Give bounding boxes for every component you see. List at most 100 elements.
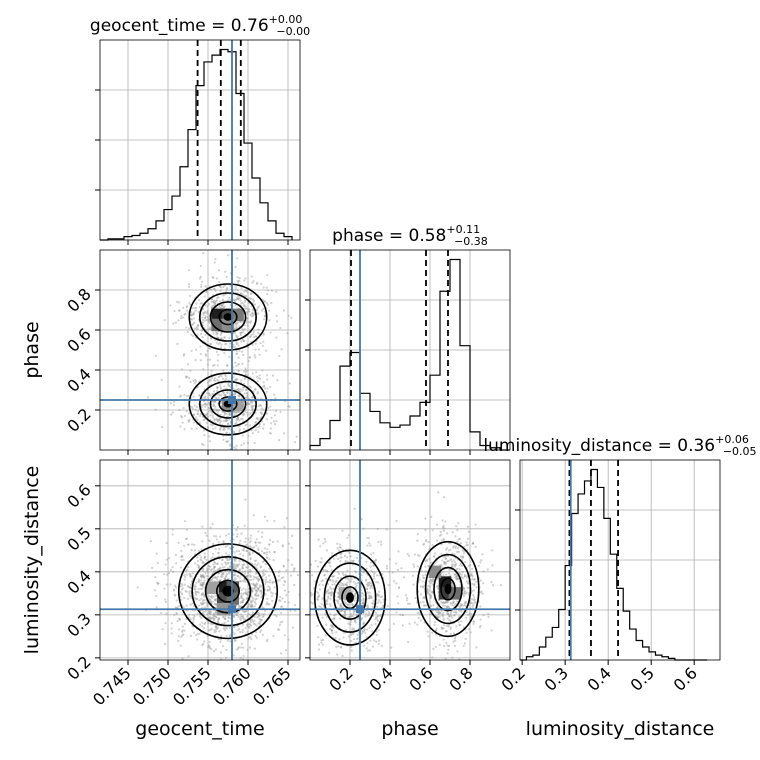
sample-point	[203, 640, 206, 643]
sample-point	[437, 611, 440, 614]
sample-point	[421, 585, 425, 588]
sample-point	[442, 573, 445, 577]
sample-point	[207, 622, 210, 625]
sample-point	[250, 587, 253, 590]
sample-point	[453, 637, 457, 640]
sample-point	[218, 567, 222, 570]
sample-point	[208, 326, 212, 329]
sample-point	[256, 616, 259, 619]
sample-point	[209, 595, 212, 599]
sample-point	[211, 427, 215, 431]
sample-point	[252, 333, 255, 336]
sample-point	[241, 658, 245, 660]
sample-point	[255, 544, 258, 547]
sample-point	[341, 529, 344, 532]
sample-point	[213, 404, 216, 407]
sample-point	[365, 628, 369, 631]
sample-point	[242, 386, 246, 389]
sample-point	[427, 635, 430, 638]
sample-point	[187, 285, 191, 288]
sample-point	[222, 627, 225, 630]
sample-point	[262, 385, 266, 388]
sample-point	[252, 330, 255, 333]
sample-point	[226, 415, 230, 418]
sample-point	[257, 594, 260, 597]
sample-point	[454, 639, 457, 642]
sample-point	[426, 584, 430, 588]
sample-point	[182, 558, 185, 562]
sample-point	[235, 349, 238, 353]
sample-point	[172, 400, 176, 404]
sample-point	[187, 269, 191, 272]
sample-point	[250, 590, 254, 593]
sample-point	[335, 646, 338, 649]
sample-point	[418, 578, 421, 581]
sample-point	[202, 252, 205, 255]
sample-point	[408, 602, 411, 605]
sample-point	[189, 313, 193, 317]
sample-point	[227, 619, 230, 623]
sample-point	[329, 592, 332, 595]
sample-point	[252, 300, 255, 303]
sample-point	[261, 615, 264, 618]
sample-point	[345, 603, 348, 606]
sample-point	[275, 314, 278, 317]
sample-point	[261, 413, 264, 416]
sample-point	[406, 553, 409, 556]
sample-point	[229, 298, 232, 302]
sample-point	[233, 639, 236, 642]
sample-point	[250, 600, 253, 604]
sample-point	[350, 615, 353, 618]
sample-point	[215, 331, 218, 334]
sample-point	[463, 573, 467, 576]
sample-point	[344, 577, 348, 580]
sample-point	[311, 574, 314, 577]
sample-point	[209, 613, 212, 616]
sample-point	[234, 413, 237, 416]
sample-point	[212, 614, 215, 617]
sample-point	[178, 385, 181, 388]
sample-point	[257, 541, 260, 544]
sample-point	[260, 589, 263, 592]
sample-point	[306, 557, 308, 559]
density-peak	[222, 585, 234, 597]
sample-point	[201, 582, 204, 585]
sample-point	[428, 585, 431, 588]
sample-point	[272, 634, 275, 637]
sample-point	[350, 559, 353, 563]
sample-point	[252, 546, 256, 549]
sample-point	[259, 565, 262, 568]
sample-point	[329, 579, 332, 582]
contour-line	[216, 579, 241, 603]
sample-point	[214, 616, 218, 619]
sample-point	[328, 651, 331, 654]
sample-point	[347, 603, 350, 607]
sample-point	[457, 550, 460, 553]
sample-point	[321, 597, 324, 600]
sample-point	[369, 584, 372, 587]
sample-point	[214, 257, 217, 261]
sample-point	[435, 669, 437, 671]
sample-point	[254, 428, 257, 432]
sample-point	[241, 292, 244, 296]
sample-point	[254, 420, 258, 424]
sample-point	[253, 441, 256, 445]
sample-point	[224, 375, 227, 378]
sample-point	[222, 419, 225, 423]
sample-point	[257, 579, 260, 582]
sample-point	[419, 619, 422, 622]
sample-point	[338, 583, 341, 586]
contour-line	[209, 389, 247, 419]
sample-point	[171, 533, 174, 536]
sample-point	[216, 364, 219, 367]
sample-point	[447, 613, 450, 617]
sample-point	[174, 585, 178, 589]
sample-point	[214, 569, 217, 572]
sample-point	[473, 578, 476, 581]
sample-point	[237, 279, 241, 282]
sample-point	[330, 624, 333, 627]
sample-point	[267, 603, 271, 606]
sample-point	[270, 302, 273, 305]
contour-line	[188, 283, 268, 351]
sample-point	[252, 279, 255, 283]
